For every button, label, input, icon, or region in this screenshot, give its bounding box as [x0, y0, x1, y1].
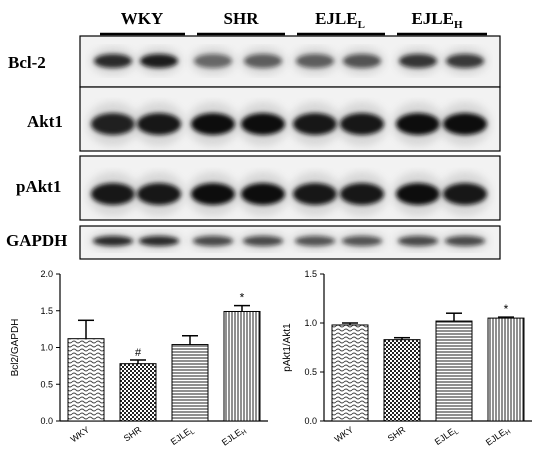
significance-marker: *	[240, 291, 245, 305]
blot-band	[340, 113, 384, 135]
blot-band	[140, 54, 178, 68]
blot-strip-pakt1	[79, 155, 501, 221]
blot-band	[191, 183, 235, 205]
blot-group-wky: WKY	[100, 9, 185, 36]
blot-band	[193, 236, 233, 246]
blot-band	[445, 236, 485, 246]
blot-group-ejle-l: EJLEL	[297, 9, 385, 36]
bar	[435, 320, 473, 422]
blot-strip-akt1	[79, 86, 501, 152]
y-tick-label: 1.5	[304, 269, 317, 279]
group-label: EJLEL	[315, 9, 365, 31]
blot-strip-bcl2	[79, 35, 501, 88]
bar	[223, 310, 261, 422]
blot-band	[293, 183, 337, 205]
blot-band	[296, 54, 334, 68]
y-tick-label: 2.0	[40, 269, 53, 279]
blot-band	[94, 54, 132, 68]
blot-band	[93, 236, 133, 246]
y-axis-label: Bcl2/GAPDH	[10, 319, 21, 377]
group-label: SHR	[224, 9, 260, 28]
x-tick-label: EJLEL	[169, 424, 197, 448]
bar	[67, 338, 105, 422]
row-label-akt1: Akt1	[27, 112, 63, 131]
x-tick-label-base: EJLE	[484, 427, 507, 448]
x-tick-label: EJLEL	[433, 424, 461, 448]
row-label-gapdh: GAPDH	[6, 231, 67, 250]
bar	[119, 363, 157, 422]
x-tick-label-base: SHR	[386, 424, 408, 443]
blot-band	[137, 113, 181, 135]
blot-band	[446, 54, 484, 68]
blot-band	[194, 54, 232, 68]
x-tick-label: WKY	[333, 424, 356, 444]
blot-band	[399, 54, 437, 68]
blot-band	[343, 54, 381, 68]
blot-band	[293, 113, 337, 135]
x-tick-label-sub: L	[453, 428, 460, 436]
y-tick-label: 1.0	[304, 318, 317, 328]
bar	[171, 344, 209, 422]
blot-band	[443, 113, 487, 135]
blot-band	[295, 236, 335, 246]
x-tick-label: EJLEH	[220, 424, 249, 449]
x-tick-label-base: EJLE	[433, 427, 456, 448]
x-tick-label-sub: L	[189, 428, 196, 436]
blot-band	[243, 236, 283, 246]
x-tick-label: WKY	[69, 424, 92, 444]
x-tick-label: EJLEH	[484, 424, 513, 449]
row-label-pakt1: pAkt1	[16, 177, 61, 196]
blot-band	[396, 183, 440, 205]
blot-band	[340, 183, 384, 205]
significance-marker: *	[504, 302, 509, 316]
blot-band	[398, 236, 438, 246]
x-tick-label-base: EJLE	[220, 427, 243, 448]
y-tick-label: 1.0	[40, 343, 53, 353]
blot-band	[91, 113, 135, 135]
blot-band	[241, 113, 285, 135]
significance-marker: #	[135, 347, 142, 359]
blot-band	[91, 183, 135, 205]
blot-band	[396, 113, 440, 135]
y-tick-label: 0.5	[304, 367, 317, 377]
y-tick-label: 0.0	[40, 416, 53, 426]
group-label: WKY	[121, 9, 164, 28]
bar	[383, 339, 421, 422]
blot-band	[342, 236, 382, 246]
group-label: EJLEH	[411, 9, 463, 31]
blot-group-shr: SHR	[197, 9, 285, 36]
blot-band	[139, 236, 179, 246]
x-tick-label-sub: H	[240, 428, 248, 437]
y-tick-label: 1.5	[40, 306, 53, 316]
x-tick-label-sub: H	[504, 428, 512, 437]
x-tick-label-base: EJLE	[169, 427, 192, 448]
y-tick-label: 0.5	[40, 379, 53, 389]
x-tick-label: SHR	[122, 424, 144, 443]
blot-group-labels: WKY SHR EJLEL EJLEH	[100, 9, 487, 36]
blot-band	[137, 183, 181, 205]
x-tick-label-base: SHR	[122, 424, 144, 443]
blot-band	[241, 183, 285, 205]
blot-band	[244, 54, 282, 68]
bar	[331, 324, 369, 422]
blot-band	[443, 183, 487, 205]
y-axis-label: pAkt1/Akt1	[282, 323, 293, 372]
blot-rows: Bcl-2 Akt1 pAkt1 GAPDH	[6, 35, 501, 260]
x-tick-label-base: WKY	[69, 424, 92, 444]
blot-band	[191, 113, 235, 135]
x-tick-label: SHR	[386, 424, 408, 443]
y-tick-label: 0.0	[304, 416, 317, 426]
x-tick-label-base: WKY	[333, 424, 356, 444]
row-label-bcl2: Bcl-2	[8, 53, 46, 72]
blot-strip-gapdh	[79, 225, 501, 260]
bar	[487, 317, 525, 422]
blot-group-ejle-h: EJLEH	[397, 9, 487, 36]
